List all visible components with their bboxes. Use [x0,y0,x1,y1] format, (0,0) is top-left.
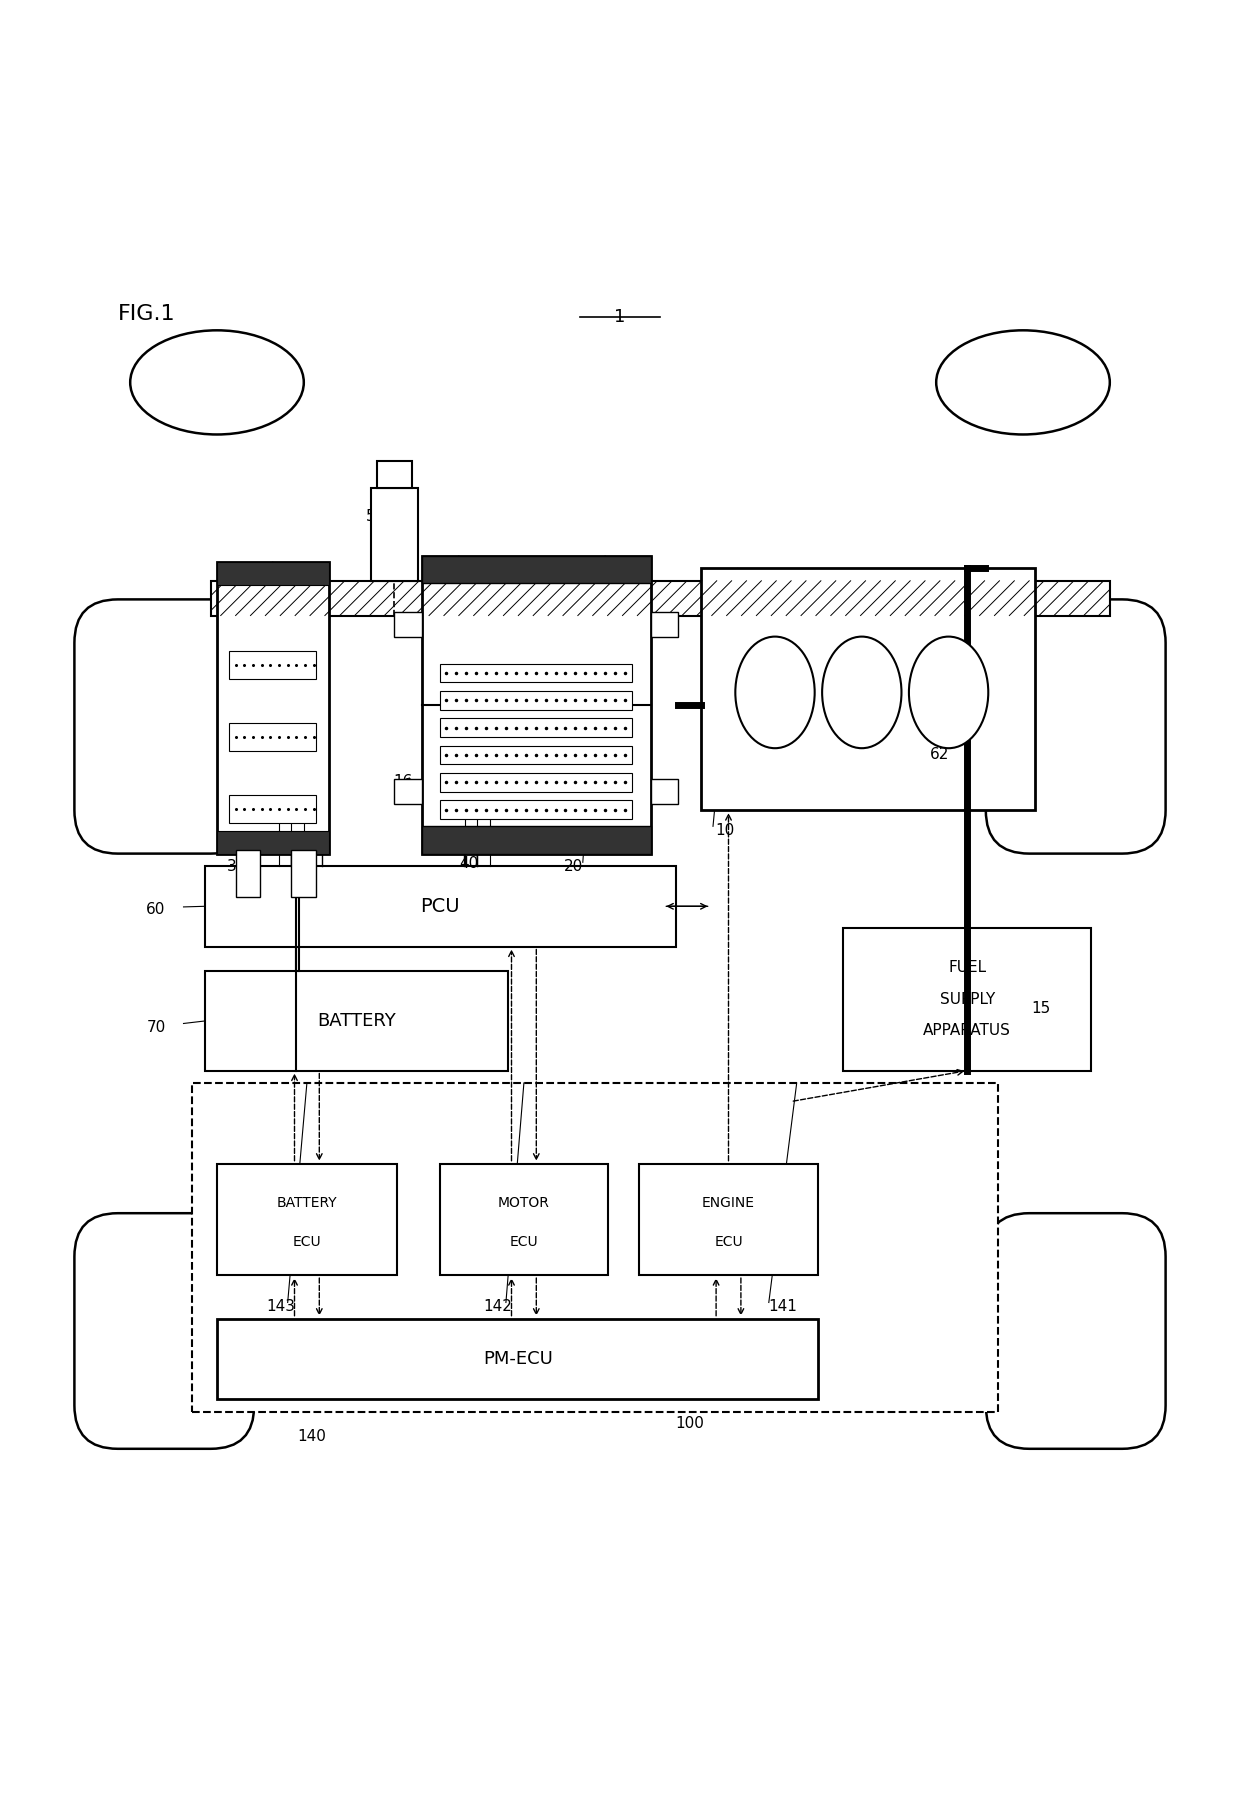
Text: 30: 30 [227,859,247,874]
FancyBboxPatch shape [440,773,632,791]
Text: 58: 58 [366,509,386,524]
Text: BATTERY: BATTERY [277,1195,337,1209]
FancyBboxPatch shape [217,562,329,854]
Text: 140: 140 [298,1428,326,1444]
Text: 15: 15 [1032,1001,1052,1015]
Text: ECU: ECU [293,1234,321,1249]
FancyBboxPatch shape [377,461,412,488]
FancyBboxPatch shape [394,612,422,637]
FancyBboxPatch shape [440,1164,608,1276]
FancyBboxPatch shape [211,581,1110,615]
FancyBboxPatch shape [205,867,676,947]
Text: 141: 141 [769,1299,797,1313]
FancyBboxPatch shape [217,831,329,854]
FancyBboxPatch shape [986,599,1166,854]
FancyBboxPatch shape [986,1213,1166,1450]
Text: 62: 62 [930,746,950,762]
Text: 16: 16 [393,775,413,789]
Ellipse shape [822,637,901,748]
FancyBboxPatch shape [192,1084,998,1412]
Text: 100: 100 [676,1417,704,1432]
FancyBboxPatch shape [217,1319,818,1399]
FancyBboxPatch shape [440,664,632,682]
FancyBboxPatch shape [843,927,1091,1071]
FancyBboxPatch shape [440,746,632,764]
FancyBboxPatch shape [422,827,651,854]
FancyBboxPatch shape [440,718,632,737]
Text: 143: 143 [267,1299,295,1313]
Text: 20: 20 [564,859,584,874]
FancyBboxPatch shape [217,1164,397,1276]
Text: FIG.1: FIG.1 [118,305,175,325]
Text: APPARATUS: APPARATUS [924,1023,1011,1039]
FancyBboxPatch shape [229,651,316,678]
Text: SUPPLY: SUPPLY [940,992,994,1006]
FancyBboxPatch shape [217,562,329,585]
Text: BATTERY: BATTERY [317,1012,396,1030]
FancyBboxPatch shape [236,850,260,897]
Text: 10: 10 [715,822,735,838]
FancyBboxPatch shape [651,612,678,637]
FancyBboxPatch shape [701,569,1035,811]
Text: ECU: ECU [714,1234,743,1249]
FancyBboxPatch shape [394,779,422,804]
Text: MOTOR: MOTOR [498,1195,549,1209]
FancyBboxPatch shape [422,556,651,854]
FancyBboxPatch shape [651,779,678,804]
FancyBboxPatch shape [0,203,1240,1598]
Text: ENGINE: ENGINE [702,1195,755,1209]
FancyBboxPatch shape [291,850,316,897]
FancyBboxPatch shape [74,1213,254,1450]
Text: ECU: ECU [510,1234,538,1249]
Text: PCU: PCU [420,897,460,915]
Text: PM-ECU: PM-ECU [482,1349,553,1367]
Text: 1: 1 [614,309,626,327]
Ellipse shape [735,637,815,748]
FancyBboxPatch shape [229,795,316,823]
Ellipse shape [130,330,304,434]
Text: 142: 142 [484,1299,512,1313]
Ellipse shape [909,637,988,748]
Text: FUEL: FUEL [949,960,986,976]
FancyBboxPatch shape [422,556,651,583]
Text: 40: 40 [459,856,479,872]
FancyBboxPatch shape [440,691,632,710]
FancyBboxPatch shape [371,488,418,581]
FancyBboxPatch shape [639,1164,818,1276]
Ellipse shape [936,330,1110,434]
FancyBboxPatch shape [205,971,508,1071]
Text: 70: 70 [146,1019,166,1035]
FancyBboxPatch shape [74,599,254,854]
FancyBboxPatch shape [440,800,632,818]
FancyBboxPatch shape [229,723,316,750]
Text: 60: 60 [146,902,166,917]
